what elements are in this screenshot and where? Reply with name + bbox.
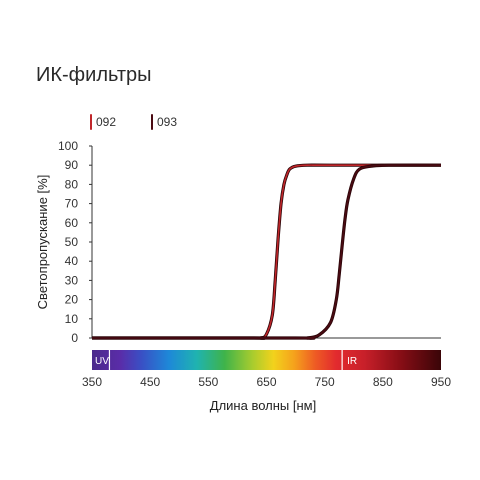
legend-label-093: 093 [157,115,178,129]
series-line-093 [91,164,442,340]
y-tick-labels: 0 10 20 30 40 50 60 70 80 90 100 [58,139,92,345]
uv-label: UV [95,356,109,367]
legend-item-093: 093 [151,114,177,130]
ir-label: IR [347,356,357,367]
x-tick-label: 550 [198,375,218,389]
spectrum-gradient [92,350,441,370]
x-tick-label: 650 [256,375,276,389]
series-outline-093 [91,163,442,340]
legend-label-092: 092 [96,115,117,129]
y-tick-label: 100 [58,139,78,153]
x-tick-labels: 350 450 550 650 750 850 950 [82,375,451,389]
y-tick-label: 50 [65,235,79,249]
y-tick-label: 30 [65,273,79,287]
x-tick-label: 450 [140,375,160,389]
y-tick-label: 80 [65,177,79,191]
series-lines [91,163,442,340]
series-outline-092 [91,163,441,340]
x-tick-label: 950 [431,375,451,389]
chart-title: ИК-фильтры [36,64,152,86]
y-tick-label: 0 [71,331,78,345]
y-tick-label: 70 [65,197,79,211]
legend-swatch-092 [90,114,92,130]
y-tick-label: 20 [65,293,79,307]
legend-swatch-093 [151,114,153,130]
series-line-092 [91,164,441,340]
y-tick-label: 60 [65,216,79,230]
y-tick-label: 40 [65,254,79,268]
x-axis-label: Длина волны [нм] [210,398,316,413]
x-tick-label: 850 [373,375,393,389]
y-tick-label: 90 [65,158,79,172]
legend-item-092: 092 [90,114,116,130]
y-tick-label: 10 [65,312,79,326]
x-tick-label: 350 [82,375,102,389]
spectrum-bar: UV IR [92,350,441,370]
x-tick-label: 750 [315,375,335,389]
y-axis-label: Светопропускание [%] [35,175,50,310]
